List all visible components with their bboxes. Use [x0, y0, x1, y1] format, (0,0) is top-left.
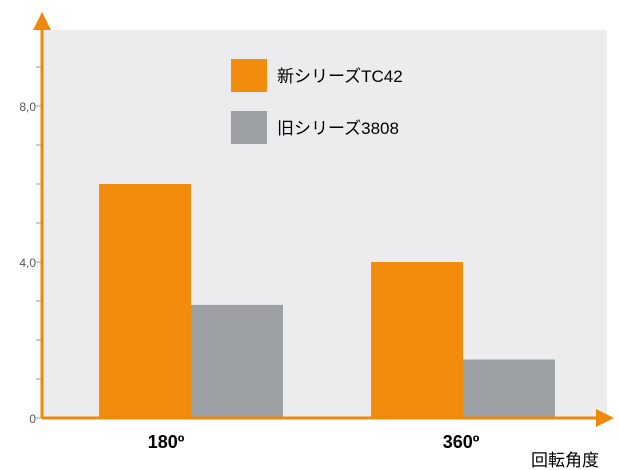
- y-tick-label: 4,0: [19, 256, 36, 270]
- legend-swatch-old-series: [231, 111, 267, 144]
- bars: [99, 184, 555, 418]
- x-axis-title: 回転角度: [531, 451, 599, 470]
- bar-new-series-1: [99, 184, 191, 418]
- x-axis-arrow-icon: [596, 409, 614, 427]
- legend-label-old-series: 旧シリーズ3808: [277, 119, 399, 138]
- y-axis-arrow-icon: [33, 12, 51, 30]
- legend: 新シリーズTC42 旧シリーズ3808: [231, 59, 403, 144]
- bar-old-series-2: [463, 359, 555, 418]
- x-category-label: 180º: [148, 432, 185, 452]
- bar-old-series-1: [191, 304, 283, 418]
- x-category-label: 360º: [443, 432, 480, 452]
- y-tick-label: 0: [29, 412, 36, 426]
- legend-label-new-series: 新シリーズTC42: [277, 67, 403, 86]
- bar-new-series-2: [371, 262, 463, 418]
- legend-swatch-new-series: [231, 59, 267, 92]
- y-tick-label: 8,0: [19, 100, 36, 114]
